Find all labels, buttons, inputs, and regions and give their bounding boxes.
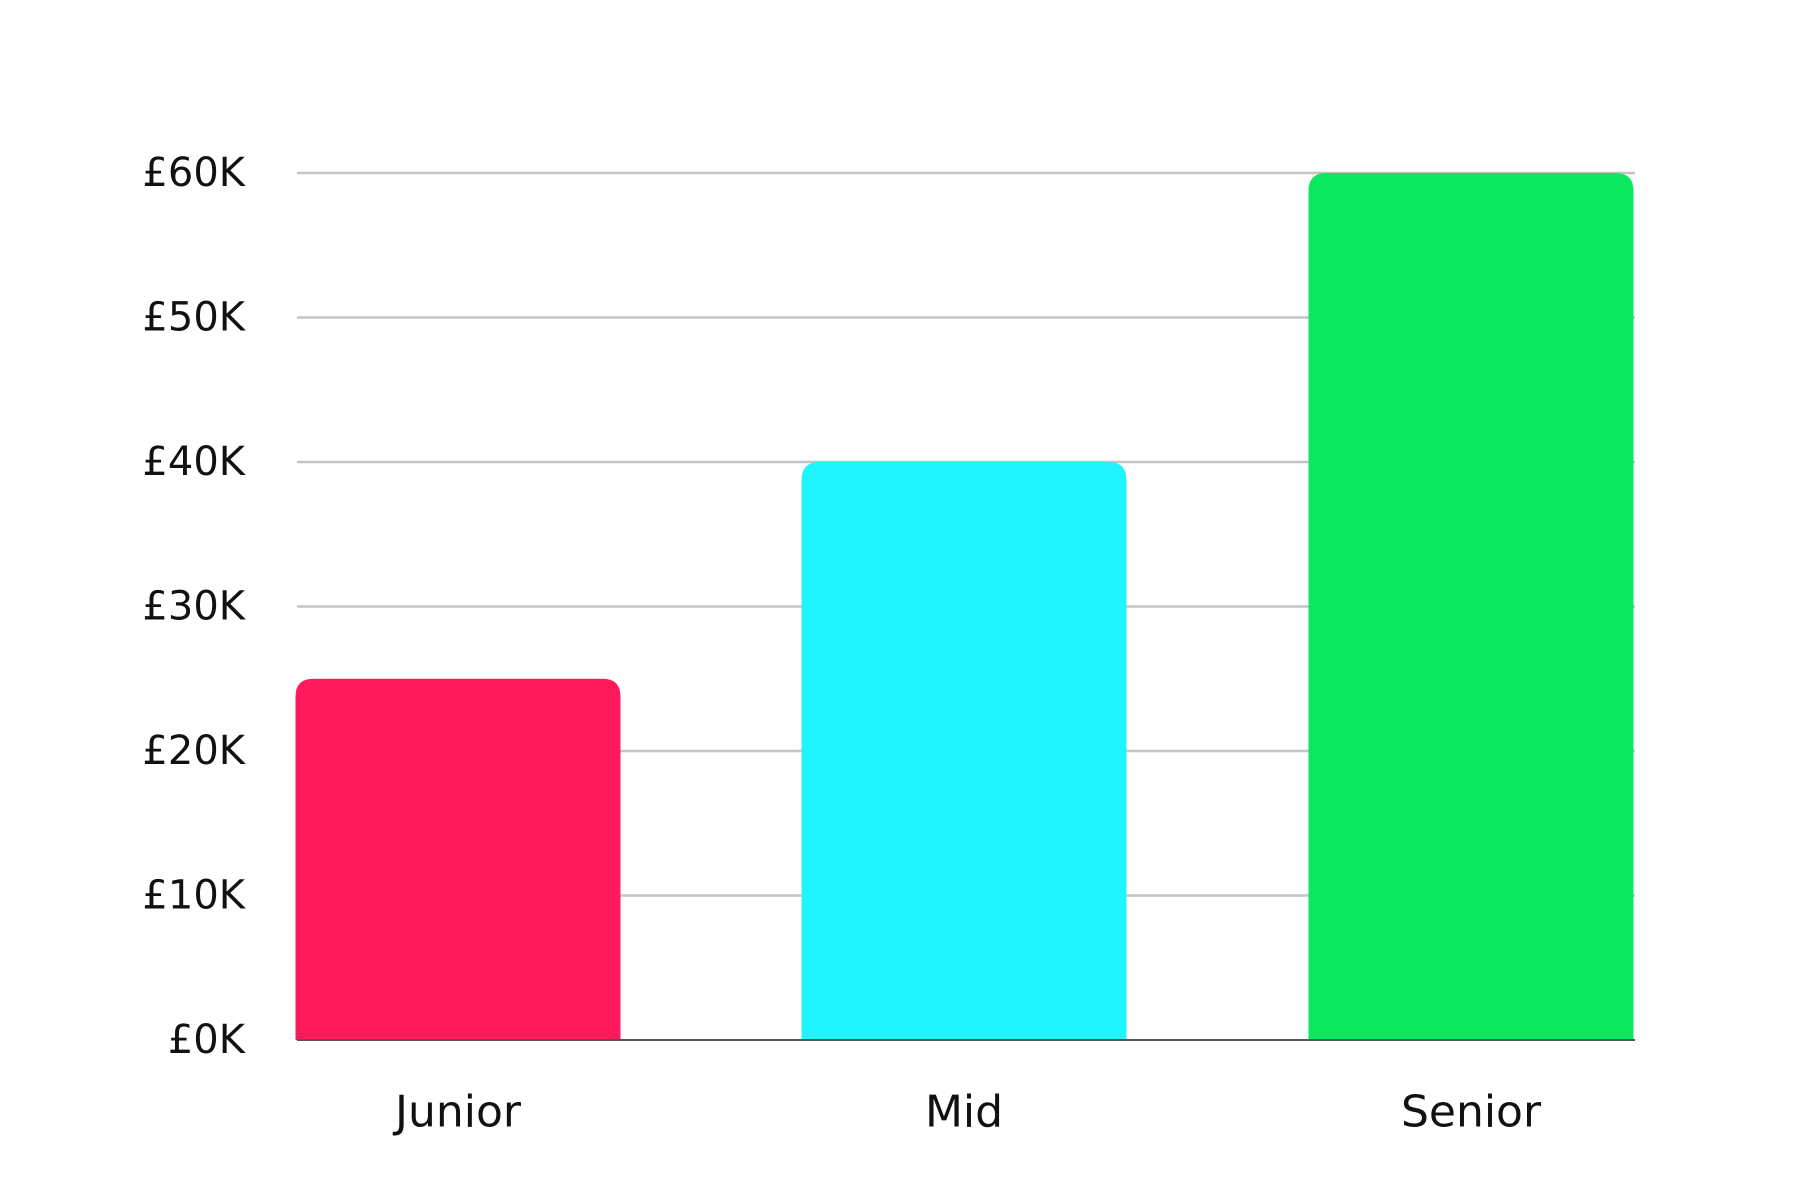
x-tick-label: Senior (1401, 1087, 1542, 1138)
y-tick-label: £10K (142, 873, 246, 919)
y-tick-label: £20K (142, 728, 246, 774)
y-tick-label: £30K (142, 584, 246, 630)
bars (295, 173, 1634, 1040)
bar-mid (801, 462, 1127, 1040)
y-tick-label: £0K (168, 1017, 247, 1063)
y-tick-label: £40K (142, 439, 246, 485)
x-tick-label: Junior (392, 1087, 522, 1138)
y-tick-label: £60K (142, 150, 246, 196)
x-axis-tick-labels: Junior Mid Senior (392, 1087, 1542, 1138)
y-axis-tick-labels: £0K £10K £20K £30K £40K £50K £60K (142, 150, 246, 1063)
y-tick-label: £50K (142, 295, 246, 341)
x-tick-label: Mid (925, 1087, 1003, 1138)
bar-junior (295, 678, 621, 1040)
bar-senior (1308, 173, 1634, 1040)
